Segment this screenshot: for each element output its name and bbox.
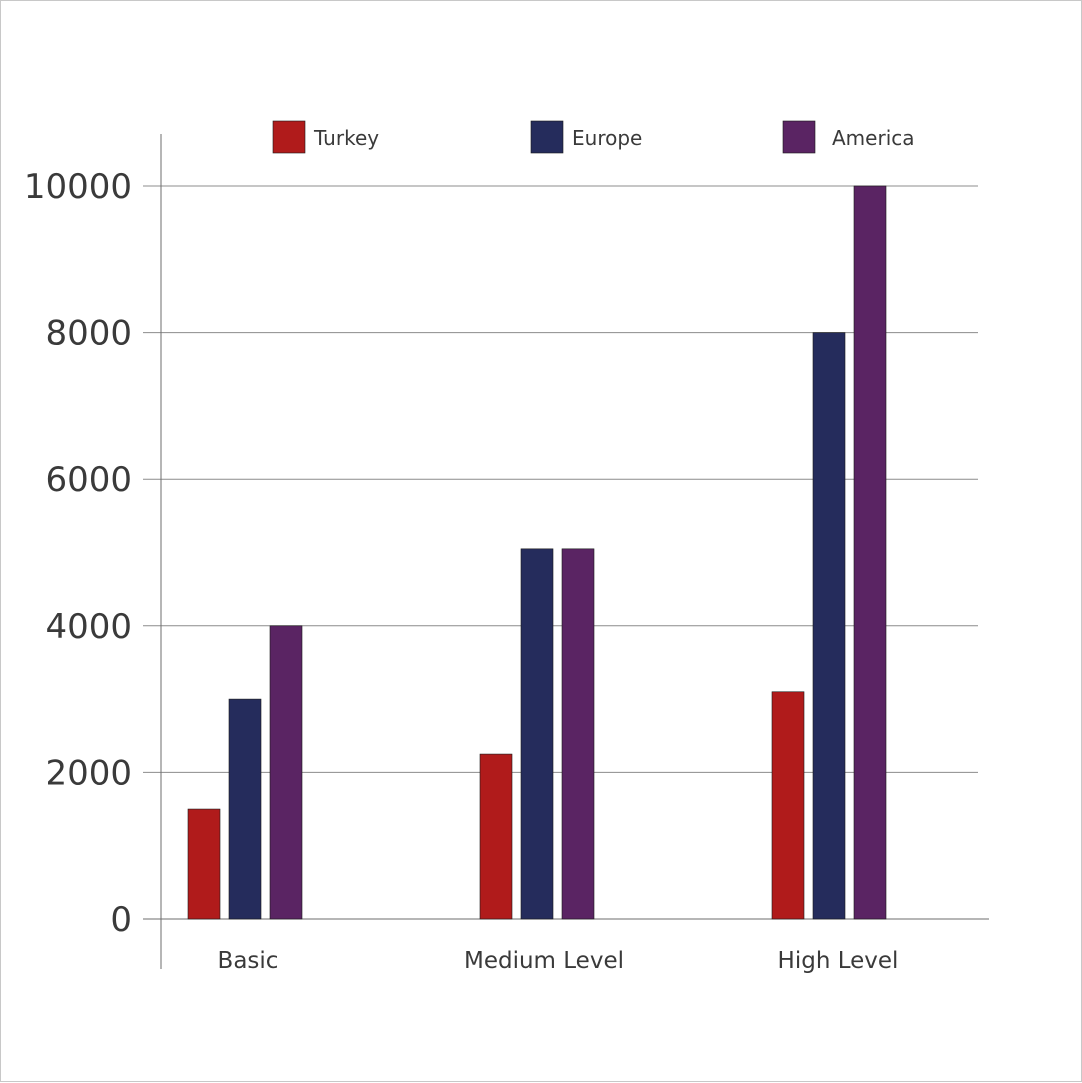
y-tick-label: 2000: [45, 753, 132, 793]
bar-america-2: [561, 548, 595, 920]
bar-europe-3: [812, 332, 846, 920]
legend-label-turkey: Turkey: [313, 126, 379, 150]
legend: Turkey Europe America: [272, 120, 915, 154]
bar-europe-1: [228, 698, 262, 920]
y-tick-label: 8000: [45, 314, 132, 354]
bar-america-3: [853, 185, 887, 920]
legend-swatch-turkey: [272, 120, 306, 154]
y-tick-label: 10000: [24, 167, 132, 207]
x-tick-label: Basic: [218, 948, 279, 974]
legend-label-europe: Europe: [572, 126, 642, 150]
bar-turkey-2: [479, 753, 513, 920]
bar-america-1: [269, 625, 303, 920]
x-tick-label: Medium Level: [464, 948, 624, 974]
x-tick-labels: Basic Medium Level High Level: [218, 948, 899, 974]
gridlines: [143, 185, 978, 773]
y-tick-label: 6000: [45, 460, 132, 500]
legend-label-america: America: [832, 126, 915, 150]
y-tick-labels: 0 2000 4000 6000 8000 10000: [24, 167, 132, 940]
bar-europe-2: [520, 548, 554, 920]
bars: [187, 185, 887, 920]
legend-swatch-europe: [530, 120, 564, 154]
x-tick-label: High Level: [778, 948, 899, 974]
legend-swatch-america: [782, 120, 816, 154]
bar-turkey-1: [187, 808, 221, 920]
bar-turkey-3: [771, 691, 805, 920]
y-tick-label: 0: [110, 900, 132, 940]
y-tick-label: 4000: [45, 607, 132, 647]
